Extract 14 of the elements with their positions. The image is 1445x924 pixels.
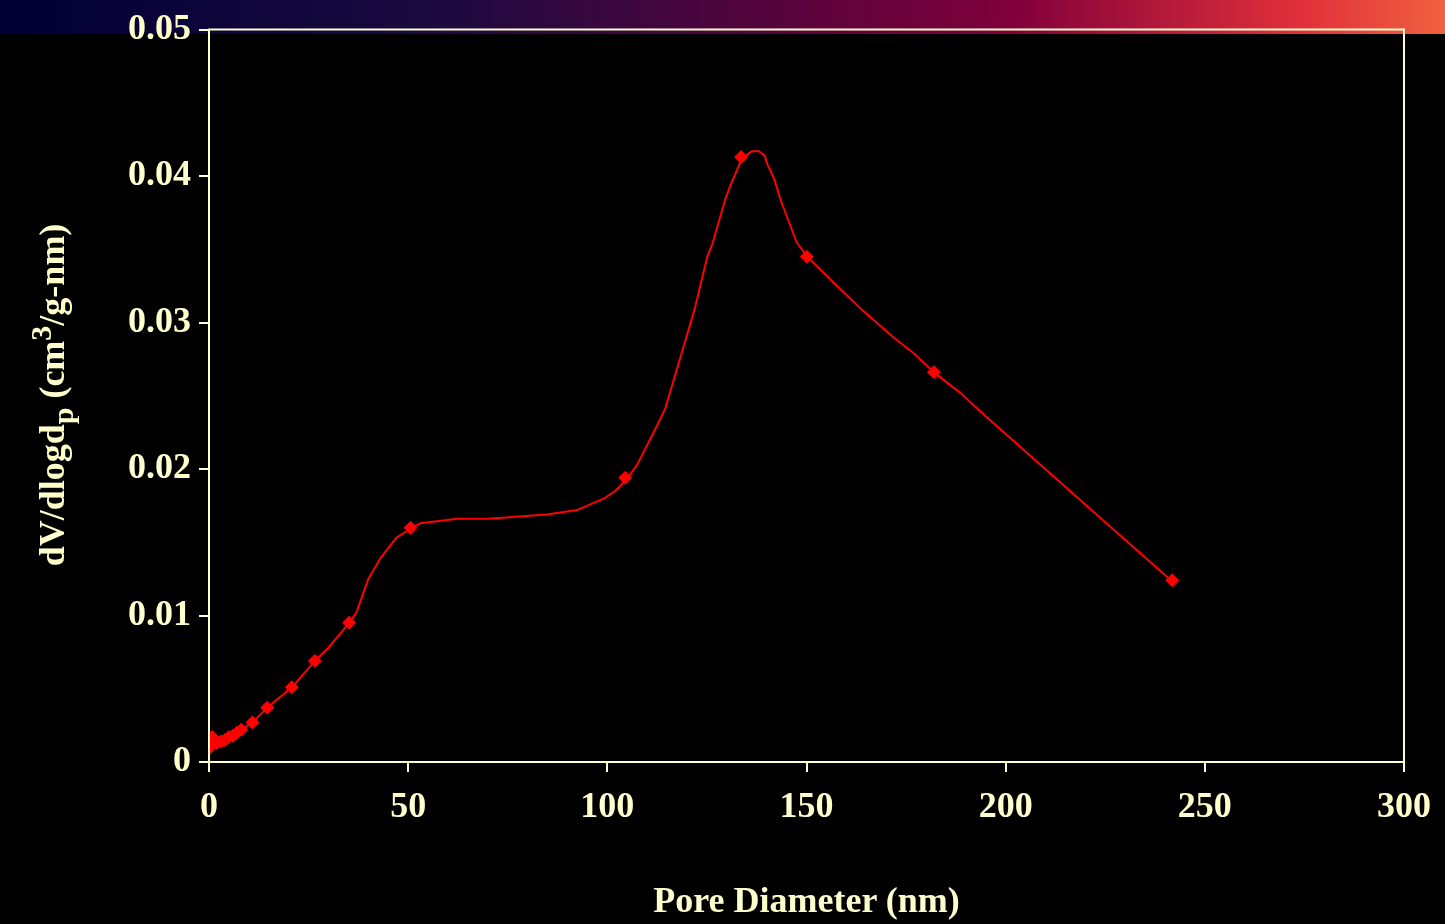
x-tick-label: 150 <box>779 784 834 825</box>
y-tick-label: 0.04 <box>128 153 191 194</box>
y-tick-label: 0 <box>173 739 191 780</box>
x-tick-label: 100 <box>580 784 635 825</box>
y-tick-label: 0.05 <box>128 6 191 47</box>
y-tick-label: 0.03 <box>128 299 191 340</box>
y-tick-label: 0.01 <box>128 592 191 633</box>
x-tick-label: 200 <box>978 784 1033 825</box>
y-tick-label: 0.02 <box>128 446 191 487</box>
x-tick-label: 0 <box>200 784 218 825</box>
x-tick-label: 50 <box>390 784 427 825</box>
x-tick-label: 300 <box>1377 784 1431 825</box>
x-tick-label: 250 <box>1177 784 1232 825</box>
x-axis-title: Pore Diameter (nm) <box>653 879 960 920</box>
